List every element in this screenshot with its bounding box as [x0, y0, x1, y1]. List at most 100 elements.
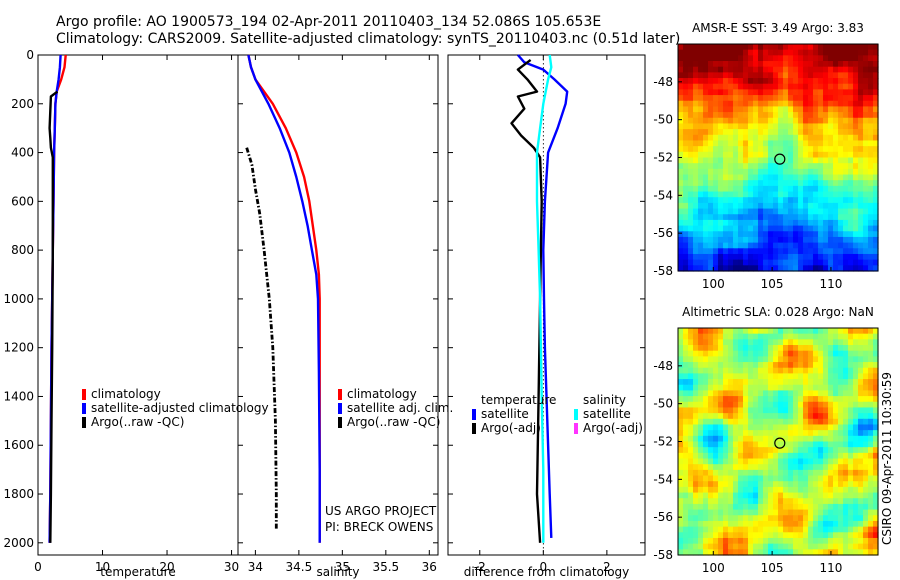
- heatmap-cell: [708, 151, 714, 159]
- heatmap-cell: [848, 140, 854, 147]
- heatmap-cell: [823, 248, 829, 255]
- heatmap-cell: [853, 367, 859, 374]
- heatmap-cell: [713, 231, 719, 238]
- heatmap-cell: [678, 219, 684, 227]
- heatmap-cell: [868, 396, 874, 403]
- heatmap-cell: [783, 83, 789, 90]
- heatmap-cell: [703, 49, 709, 56]
- heatmap-cell: [808, 231, 814, 238]
- heatmap-cell: [768, 44, 774, 51]
- heatmap-cell: [778, 134, 784, 142]
- heatmap-cell: [793, 498, 799, 505]
- heatmap-cell: [703, 362, 709, 369]
- heatmap-cell: [683, 117, 689, 125]
- heatmap-cell: [683, 242, 689, 249]
- heatmap-cell: [823, 526, 829, 533]
- heatmap-cell: [733, 248, 739, 255]
- heatmap-cell: [833, 83, 839, 90]
- heatmap-cell: [683, 413, 689, 420]
- heatmap-cell: [693, 384, 699, 392]
- heatmap-cell: [813, 61, 819, 68]
- heatmap-cell: [868, 157, 874, 164]
- heatmap-cell: [808, 328, 814, 335]
- heatmap-cell: [768, 66, 774, 73]
- heatmap-cell: [723, 498, 729, 505]
- map-title: AMSR-E SST: 3.49 Argo: 3.83: [692, 21, 864, 35]
- heatmap-cell: [768, 339, 774, 346]
- heatmap-cell: [783, 185, 789, 193]
- heatmap-cell: [728, 532, 734, 539]
- heatmap-cell: [808, 106, 814, 113]
- heatmap-cell: [713, 350, 719, 357]
- heatmap-cell: [718, 458, 724, 465]
- heatmap-cell: [698, 458, 704, 465]
- heatmap-cell: [743, 520, 749, 528]
- heatmap-cell: [693, 55, 699, 62]
- heatmap-cell: [808, 418, 814, 426]
- heatmap-cell: [858, 197, 864, 204]
- heatmap-cell: [683, 134, 689, 142]
- heatmap-cell: [718, 123, 724, 130]
- heatmap-cell: [733, 157, 739, 164]
- heatmap-cell: [798, 259, 804, 266]
- heatmap-cell: [718, 44, 724, 51]
- heatmap-cell: [758, 543, 764, 550]
- heatmap-cell: [678, 452, 684, 460]
- heatmap-cell: [858, 202, 864, 210]
- heatmap-cell: [848, 401, 854, 409]
- heatmap-cell: [683, 100, 689, 108]
- heatmap-cell: [813, 424, 819, 431]
- heatmap-cell: [728, 543, 734, 550]
- heatmap-cell: [863, 543, 869, 550]
- heatmap-cell: [843, 452, 849, 460]
- heatmap-cell: [693, 185, 699, 193]
- heatmap-cell: [738, 396, 744, 403]
- heatmap-cell: [853, 248, 859, 255]
- heatmap-cell: [738, 345, 744, 352]
- heatmap-cell: [713, 83, 719, 90]
- heatmap-cell: [678, 236, 684, 244]
- heatmap-cell: [723, 72, 729, 79]
- heatmap-cell: [778, 396, 784, 403]
- heatmap-cell: [688, 537, 694, 545]
- heatmap-cell: [723, 339, 729, 346]
- heatmap-cell: [698, 259, 704, 266]
- heatmap-cell: [738, 509, 744, 516]
- heatmap-cell: [773, 515, 779, 522]
- heatmap-cell: [743, 413, 749, 420]
- heatmap-cell: [868, 475, 874, 482]
- x-tick-label: 36: [422, 560, 437, 574]
- heatmap-cell: [733, 333, 739, 340]
- heatmap-cell: [743, 435, 749, 443]
- heatmap-cell: [803, 328, 809, 335]
- heatmap-cell: [843, 55, 849, 62]
- heatmap-cell: [778, 100, 784, 108]
- heatmap-cell: [683, 214, 689, 221]
- heatmap-cell: [833, 72, 839, 79]
- heatmap-cell: [748, 112, 754, 119]
- heatmap-cell: [743, 345, 749, 352]
- heatmap-cell: [758, 407, 764, 414]
- heatmap-cell: [828, 106, 834, 113]
- heatmap-cell: [848, 424, 854, 431]
- heatmap-cell: [813, 532, 819, 539]
- heatmap-cell: [703, 151, 709, 159]
- heatmap-cell: [738, 498, 744, 505]
- heatmap-cell: [773, 95, 779, 102]
- heatmap-cell: [778, 515, 784, 522]
- heatmap-cell: [703, 163, 709, 170]
- heatmap-cell: [808, 248, 814, 255]
- heatmap-cell: [858, 418, 864, 426]
- heatmap-cell: [863, 100, 869, 108]
- heatmap-cell: [723, 191, 729, 198]
- heatmap-cell: [688, 219, 694, 227]
- annotation: PI: BRECK OWENS: [325, 520, 433, 534]
- heatmap-cell: [708, 458, 714, 465]
- heatmap-cell: [848, 146, 854, 153]
- heatmap-cell: [758, 333, 764, 340]
- heatmap-cell: [758, 157, 764, 164]
- heatmap-cell: [708, 231, 714, 238]
- heatmap-cell: [768, 384, 774, 392]
- heatmap-cell: [683, 236, 689, 244]
- heatmap-cell: [808, 55, 814, 62]
